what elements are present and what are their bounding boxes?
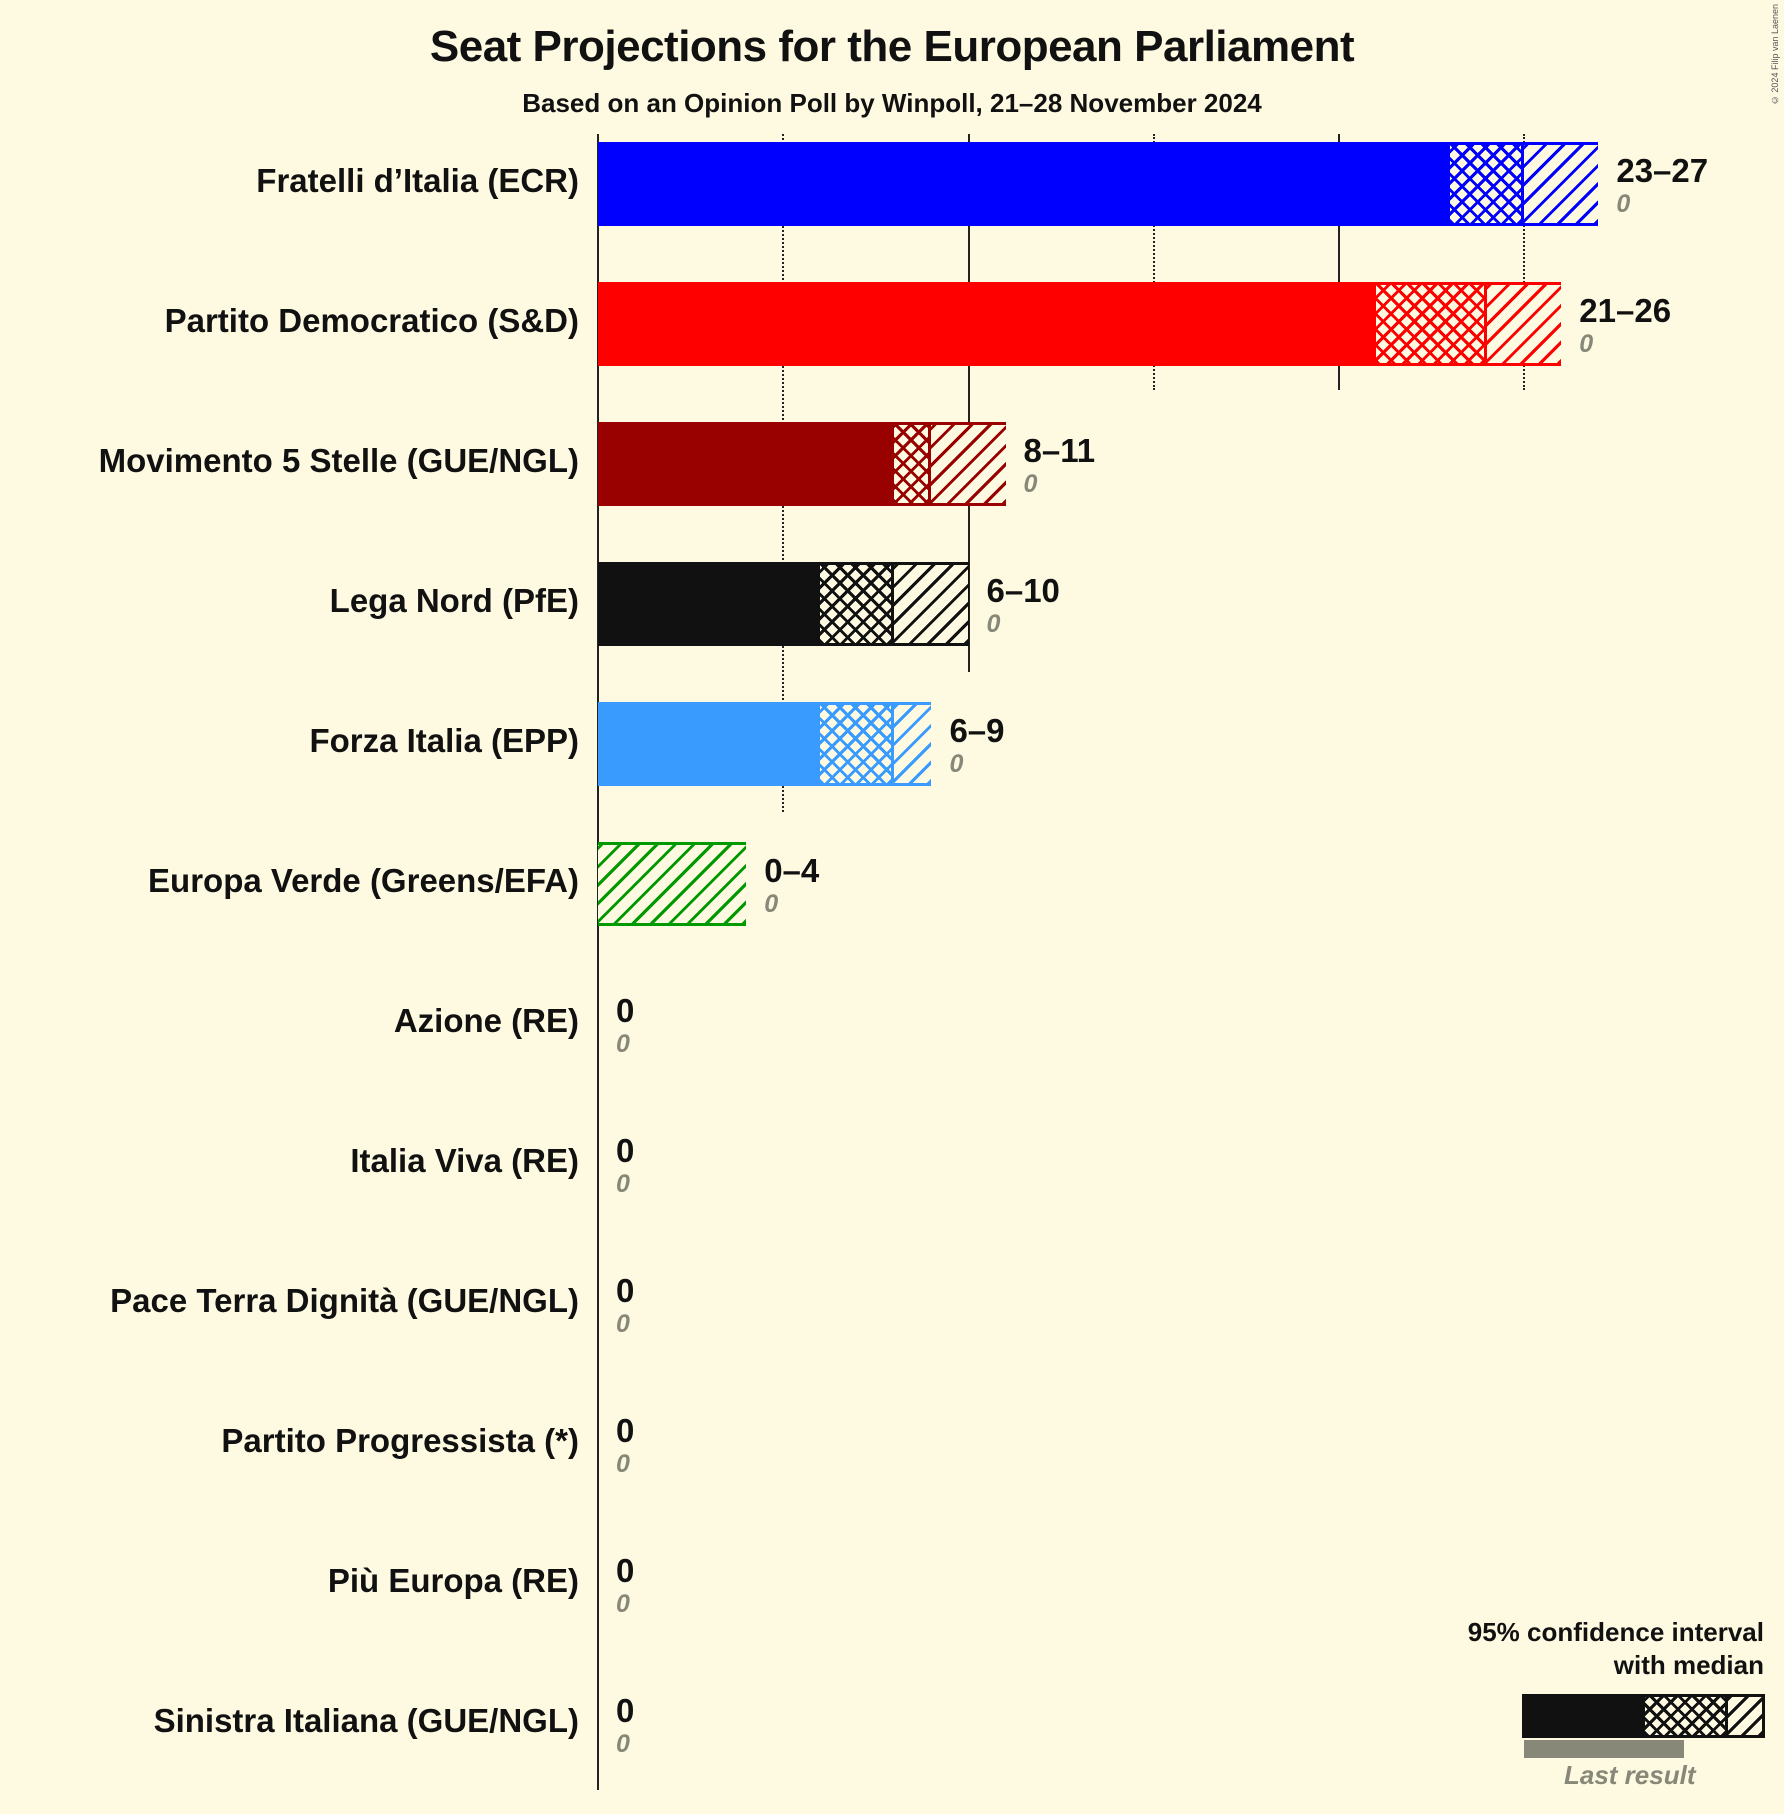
legend-last-result-label: Last result [1564,1760,1696,1790]
last-result-label: 0 [1616,190,1631,218]
party-label: Sinistra Italiana (GUE/NGL) [153,1702,579,1739]
legend-title-line1: 95% confidence interval [1467,1617,1764,1647]
seat-range-label: 0 [616,1552,635,1589]
party-label: Partito Democratico (S&D) [164,302,579,339]
last-result-label: 0 [616,1450,630,1478]
seat-range-label: 8–11 [1023,432,1096,469]
chart-title: Seat Projections for the European Parlia… [429,22,1355,71]
y-axis-line [597,134,599,1790]
ci-lower-solid [598,702,824,786]
last-result-label: 0 [1579,330,1594,358]
seat-range-label: 0 [616,992,635,1029]
party-label: Partito Progressista (*) [221,1422,579,1459]
seat-range-label: 0 [616,1272,635,1309]
ci-median-crosshatch [1450,145,1525,223]
ci-lower-solid [598,142,1454,226]
party-label: Azione (RE) [393,1002,579,1039]
last-result-label: 0 [616,1170,630,1198]
party-label: Forza Italia (EPP) [309,722,579,759]
last-result-label: 0 [616,1310,630,1338]
seat-range-label: 6–9 [949,712,1005,749]
party-label: Più Europa (RE) [327,1562,579,1599]
party-label: Fratelli d’Italia (ECR) [256,162,579,199]
seat-range-label: 23–27 [1616,152,1709,189]
ci-median-crosshatch [894,425,932,503]
seat-bar [598,282,1562,366]
ci-upper-hatch [1487,285,1562,363]
seat-range-label: 6–10 [986,572,1060,609]
ci-lower-solid [598,562,824,646]
ci-lower-solid [598,282,1380,366]
ci-median-crosshatch [820,565,895,643]
seat-range-label: 21–26 [1579,292,1672,329]
gridline-dotted-15 [1152,134,1155,390]
seat-range-label: 0 [616,1412,635,1449]
seat-bar [598,702,932,786]
seat-bar [598,142,1599,226]
gridline-20 [1338,134,1340,390]
party-label: Movimento 5 Stelle (GUE/NGL) [98,442,579,479]
seat-range-label: 0 [616,1692,635,1729]
last-result-label: 0 [616,1030,630,1058]
last-result-label: 0 [616,1730,630,1758]
party-label: Europa Verde (Greens/EFA) [148,862,579,899]
chart-subtitle: Based on an Opinion Poll by Winpoll, 21–… [522,88,1262,118]
ci-upper-hatch [598,845,747,923]
legend-title-line2: with median [1613,1650,1764,1680]
seat-bar [598,842,747,926]
legend-upper-hatch [1728,1697,1762,1735]
ci-upper-hatch [894,565,969,643]
seat-bar [598,422,1006,506]
party-label: Italia Viva (RE) [350,1142,579,1179]
legend-last-result-bar [1524,1740,1684,1758]
ci-upper-hatch [931,425,1006,503]
last-result-label: 0 [764,890,779,918]
last-result-label: 0 [616,1590,630,1618]
last-result-label: 0 [986,610,1001,638]
ci-upper-hatch [1524,145,1599,223]
ci-median-crosshatch [1376,285,1488,363]
ci-median-crosshatch [820,705,895,783]
legend-title: 95% confidence interval with median [1468,1616,1764,1682]
party-label: Pace Terra Dignità (GUE/NGL) [110,1282,579,1319]
legend-median-crosshatch [1645,1697,1725,1735]
last-result-label: 0 [949,750,964,778]
seat-bar [598,562,969,646]
gridline-10 [967,134,970,672]
gridline-dotted-25 [1523,134,1526,390]
seat-range-label: 0–4 [764,852,820,889]
seat-range-label: 0 [616,1132,635,1169]
legend-ci-bar [1522,1694,1765,1738]
last-result-label: 0 [1023,470,1038,498]
ci-upper-hatch [894,705,932,783]
party-label: Lega Nord (PfE) [329,582,579,619]
ci-lower-solid [598,422,898,506]
